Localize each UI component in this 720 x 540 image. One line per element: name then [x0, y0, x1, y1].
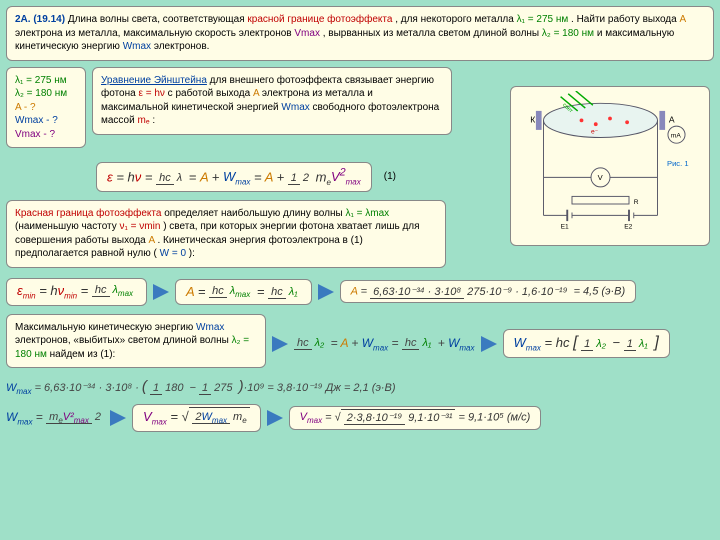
redexp-W0: W = 0: [160, 248, 186, 259]
given-l2: λ₂ = 180 нм: [15, 87, 77, 101]
wmax-panel: Максимальную кинетическую энергию Wmax э…: [6, 314, 266, 369]
eq4-f2: Wmax = meV²max2: [6, 410, 104, 426]
arrow-icon: [272, 336, 288, 352]
einstein-title: Уравнение Эйнштейна: [101, 75, 207, 86]
arrow-icon: [481, 336, 497, 352]
given-V: Vmax - ?: [15, 128, 77, 142]
wmax-row: Максимальную кинетическую энергию Wmax э…: [6, 314, 714, 375]
eq3-f1: hcλ₂ = A + Wmax = hcλ₁ + Wmax: [294, 336, 475, 352]
einstein-A: A: [253, 88, 259, 99]
given-W: Wmax - ?: [15, 114, 77, 128]
arrow-icon: [153, 284, 169, 300]
anode: [659, 111, 665, 130]
redexp-A: A: [149, 235, 155, 246]
eq2-f2: A = hcλmax = hcλ₁: [175, 279, 312, 305]
given-l1: λ₁ = 275 нм: [15, 74, 77, 88]
einstein-t2: с работой выхода: [168, 88, 253, 99]
eq4-f3: Vmax = √ 2Wmaxme: [132, 404, 261, 432]
arrow-icon: [318, 284, 334, 300]
wmax-W: Wmax: [196, 322, 224, 333]
redexp-l1: λ₁ = λmax: [345, 208, 389, 219]
label-E2: E2: [624, 224, 632, 231]
wmax-t1: Максимальную кинетическую энергию: [15, 322, 196, 333]
circuit-diagram: К А свет e⁻ mA V R E1 E2 Рис. 1: [510, 86, 710, 246]
label-K: К: [530, 114, 535, 124]
eq3-f2: Wmax = hc [ 1λ₂ − 1λ₁ ]: [503, 329, 670, 358]
eq4-wmax-row: Wmax = 6,63·10⁻³⁴ · 3·10⁸ · ( 1180 − 127…: [6, 378, 714, 396]
eq4-f4: Vmax = √ 2·3,8·10⁻¹⁹9,1·10⁻³¹ = 9,1·10⁵ …: [289, 406, 542, 431]
einstein-panel: Уравнение Эйнштейна для внешнего фотоэфф…: [92, 67, 452, 135]
problem-header: 2A. (19.14) Длина волны света, соответст…: [6, 6, 714, 61]
arrow-icon: [267, 410, 283, 426]
eq1-label: (1): [384, 171, 396, 182]
einstein-colon: :: [152, 115, 155, 126]
cathode: [536, 111, 542, 130]
label-E1: E1: [561, 224, 569, 231]
eq2-f3: A = 6,63·10⁻³⁴ · 3·10⁸275·10⁻⁹ · 1,6·10⁻…: [340, 280, 637, 303]
redexp-t3: (наименьшую частоту: [15, 221, 120, 232]
redexp-nu: ν₁ = νmin: [120, 221, 161, 232]
header-text-5: , вырванных из металла светом длиной вол…: [323, 28, 542, 39]
work-function-A: A: [679, 14, 685, 25]
header-text-2: , для некоторого металла: [395, 14, 516, 25]
einstein-me: mₑ: [137, 115, 149, 126]
circuit-label: Рис. 1: [667, 159, 689, 168]
einstein-eps: ε = hν: [138, 88, 164, 99]
wmax-symbol: Wmax: [123, 41, 151, 52]
given-panel: λ₁ = 275 нм λ₂ = 180 нм A - ? Wmax - ? V…: [6, 67, 86, 149]
problem-number: 2A. (19.14): [15, 14, 65, 25]
wmax-t3: найдем из (1):: [50, 349, 116, 360]
eq1-formula: ε = hν = hcλ = A + Wmax = A + 12 meV2max: [96, 162, 372, 192]
label-e: e⁻: [591, 129, 599, 136]
header-text-3: . Найти работу выхода: [571, 14, 679, 25]
red-boundary-term: красной границе фотоэффекта: [247, 14, 392, 25]
label-V: V: [598, 173, 604, 182]
header-text-4: электрона из металла, максимальную скоро…: [15, 28, 294, 39]
red-boundary-explain: Красная граница фотоэффекта определяет н…: [6, 200, 446, 268]
lambda2-value: λ₂ = 180 нм: [542, 28, 594, 39]
label-A: А: [669, 114, 675, 124]
vmax-symbol: Vmax: [294, 28, 320, 39]
header-text-1: Длина волны света, соответствующая: [68, 14, 248, 25]
redexp-t2: определяет наибольшую длину волны: [164, 208, 345, 219]
redexp-t6: ):: [189, 248, 195, 259]
einstein-W: Wmax: [281, 102, 309, 113]
label-mA: mA: [671, 133, 682, 140]
wmax-t2: электронов, «выбитых» светом длиной волн…: [15, 335, 232, 346]
eq2-f1: εmin = hνmin = hcλmax: [6, 278, 147, 306]
eq4-f1: Wmax = 6,63·10⁻³⁴ · 3·10⁸ · ( 1180 − 127…: [6, 378, 396, 396]
redexp-t1: Красная граница фотоэффекта: [15, 208, 161, 219]
header-text-7: электронов.: [154, 41, 210, 52]
arrow-icon: [110, 410, 126, 426]
given-A: A - ?: [15, 101, 77, 115]
eq4-vmax-row: Wmax = meV²max2 Vmax = √ 2Wmaxme Vmax = …: [6, 400, 714, 436]
eq2-row: εmin = hνmin = hcλmax A = hcλmax = hcλ₁ …: [6, 274, 714, 310]
lambda1-value: λ₁ = 275 нм: [517, 14, 569, 25]
label-R: R: [634, 199, 639, 206]
